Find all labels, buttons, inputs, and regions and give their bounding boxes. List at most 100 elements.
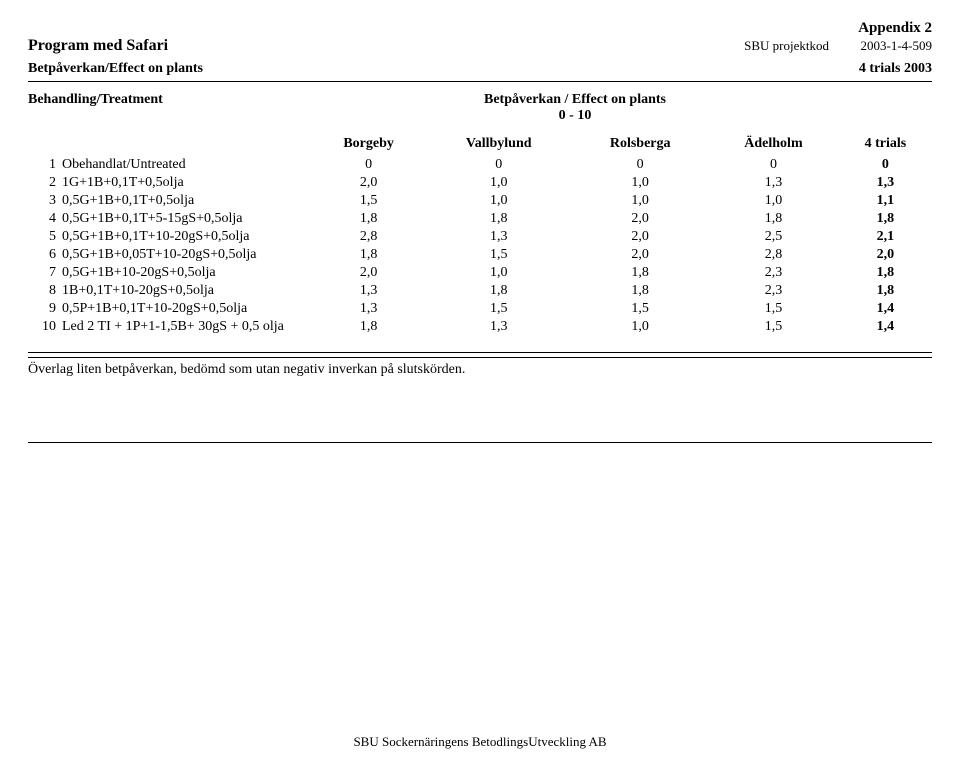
cell-value: 2,0 xyxy=(839,246,932,264)
table-row: 10Led 2 TI + 1P+1-1,5B+ 30gS + 0,5 olja1… xyxy=(28,318,932,336)
cell-value: 1,5 xyxy=(708,318,839,336)
cell-value: 1,0 xyxy=(425,174,572,192)
row-number: 7 xyxy=(28,264,62,282)
cell-value: 1,5 xyxy=(312,192,425,210)
row-number: 9 xyxy=(28,300,62,318)
cell-value: 2,8 xyxy=(312,228,425,246)
col-header: 4 trials xyxy=(839,132,932,156)
cell-value: 1,0 xyxy=(572,192,708,210)
cell-value: 1,8 xyxy=(425,210,572,228)
col-header: Rolsberga xyxy=(572,132,708,156)
cell-value: 1,0 xyxy=(708,192,839,210)
row-name: 0,5P+1B+0,1T+10-20gS+0,5olja xyxy=(62,300,312,318)
range-label: 0 - 10 xyxy=(308,108,842,124)
program-title: Program med Safari xyxy=(28,37,168,55)
row-name: 0,5G+1B+0,1T+0,5olja xyxy=(62,192,312,210)
cell-value: 0 xyxy=(312,156,425,174)
cell-value: 1,0 xyxy=(572,318,708,336)
footer-text: SBU Sockernäringens BetodlingsUtveckling… xyxy=(0,734,960,750)
cell-value: 0 xyxy=(839,156,932,174)
cell-value: 1,3 xyxy=(312,300,425,318)
row-number: 3 xyxy=(28,192,62,210)
table-row: 21G+1B+0,1T+0,5olja2,01,01,01,31,3 xyxy=(28,174,932,192)
treatment-label: Behandling/Treatment xyxy=(28,92,308,108)
cell-value: 1,8 xyxy=(312,246,425,264)
cell-value: 0 xyxy=(572,156,708,174)
cell-value: 1,8 xyxy=(839,282,932,300)
cell-value: 1,0 xyxy=(572,174,708,192)
table-row: 90,5P+1B+0,1T+10-20gS+0,5olja1,31,51,51,… xyxy=(28,300,932,318)
cell-value: 2,3 xyxy=(708,264,839,282)
cell-value: 1,8 xyxy=(839,210,932,228)
cell-value: 1,3 xyxy=(708,174,839,192)
cell-value: 1,8 xyxy=(839,264,932,282)
col-header: Borgeby xyxy=(312,132,425,156)
row-number: 5 xyxy=(28,228,62,246)
note-text: Överlag liten betpåverkan, bedömd som ut… xyxy=(28,362,932,378)
row-number: 2 xyxy=(28,174,62,192)
table-row: 30,5G+1B+0,1T+0,5olja1,51,01,01,01,1 xyxy=(28,192,932,210)
row-name: 1B+0,1T+10-20gS+0,5olja xyxy=(62,282,312,300)
row-name: 0,5G+1B+0,05T+10-20gS+0,5olja xyxy=(62,246,312,264)
project-code-value: 2003-1-4-509 xyxy=(861,38,933,53)
cell-value: 1,8 xyxy=(425,282,572,300)
row-name: Led 2 TI + 1P+1-1,5B+ 30gS + 0,5 olja xyxy=(62,318,312,336)
cell-value: 1,5 xyxy=(708,300,839,318)
project-code-label: SBU projektkod xyxy=(744,38,829,53)
cell-value: 1,5 xyxy=(425,300,572,318)
table-row: 50,5G+1B+0,1T+10-20gS+0,5olja2,81,32,02,… xyxy=(28,228,932,246)
table-row: 40,5G+1B+0,1T+5-15gS+0,5olja1,81,82,01,8… xyxy=(28,210,932,228)
cell-value: 2,3 xyxy=(708,282,839,300)
table-row: 70,5G+1B+10-20gS+0,5olja2,01,01,82,31,8 xyxy=(28,264,932,282)
cell-value: 1,4 xyxy=(839,300,932,318)
cell-value: 2,0 xyxy=(312,264,425,282)
cell-value: 0 xyxy=(708,156,839,174)
cell-value: 2,1 xyxy=(839,228,932,246)
divider-bottom xyxy=(28,352,932,353)
cell-value: 1,8 xyxy=(572,264,708,282)
cell-value: 1,8 xyxy=(572,282,708,300)
data-table: Borgeby Vallbylund Rolsberga Ädelholm 4 … xyxy=(28,132,932,336)
header-row: Program med Safari SBU projektkod 2003-1… xyxy=(28,37,932,55)
cell-value: 2,8 xyxy=(708,246,839,264)
row-number: 6 xyxy=(28,246,62,264)
row-name: 0,5G+1B+0,1T+10-20gS+0,5olja xyxy=(62,228,312,246)
table-row: 1Obehandlat/Untreated00000 xyxy=(28,156,932,174)
row-name: 0,5G+1B+0,1T+5-15gS+0,5olja xyxy=(62,210,312,228)
cell-value: 1,3 xyxy=(425,318,572,336)
table-row: 81B+0,1T+10-20gS+0,5olja1,31,81,82,31,8 xyxy=(28,282,932,300)
divider-note-bottom xyxy=(28,442,932,443)
table-row: 60,5G+1B+0,05T+10-20gS+0,5olja1,81,5 2,02… xyxy=(28,246,932,264)
cell-value: 1,3 xyxy=(312,282,425,300)
cell-value: 1,0 xyxy=(425,264,572,282)
cell-value: 1,4 xyxy=(839,318,932,336)
appendix-label: Appendix 2 xyxy=(28,20,932,37)
cell-value: 1,0 xyxy=(425,192,572,210)
trials-label: 4 trials 2003 xyxy=(859,61,932,77)
cell-value: 2,0 xyxy=(312,174,425,192)
row-number: 8 xyxy=(28,282,62,300)
cell-value: 1,5 xyxy=(425,246,572,264)
sub-title: Betpåverkan/Effect on plants xyxy=(28,61,203,77)
effect-label: Betpåverkan / Effect on plants xyxy=(308,92,842,108)
cell-value: 1,3 xyxy=(839,174,932,192)
cell-value: 2,0 xyxy=(572,210,708,228)
sub-row: Betpåverkan/Effect on plants 4 trials 20… xyxy=(28,61,932,77)
row-number: 4 xyxy=(28,210,62,228)
cell-value: 1,3 xyxy=(425,228,572,246)
row-number: 10 xyxy=(28,318,62,336)
col-header: Vallbylund xyxy=(425,132,572,156)
cell-value: 0 xyxy=(425,156,572,174)
divider-top xyxy=(28,81,932,82)
cell-value: 1,8 xyxy=(312,318,425,336)
row-number: 1 xyxy=(28,156,62,174)
table-header-row: Borgeby Vallbylund Rolsberga Ädelholm 4 … xyxy=(28,132,932,156)
cell-value: 1,1 xyxy=(839,192,932,210)
cell-value: 2,0 xyxy=(572,228,708,246)
col-header: Ädelholm xyxy=(708,132,839,156)
cell-value: 1,5 xyxy=(572,300,708,318)
section-header: Behandling/Treatment Betpåverkan / Effec… xyxy=(28,92,932,124)
project-group: SBU projektkod 2003-1-4-509 xyxy=(744,38,932,55)
row-name: Obehandlat/Untreated xyxy=(62,156,312,174)
cell-value: 2,5 xyxy=(708,228,839,246)
